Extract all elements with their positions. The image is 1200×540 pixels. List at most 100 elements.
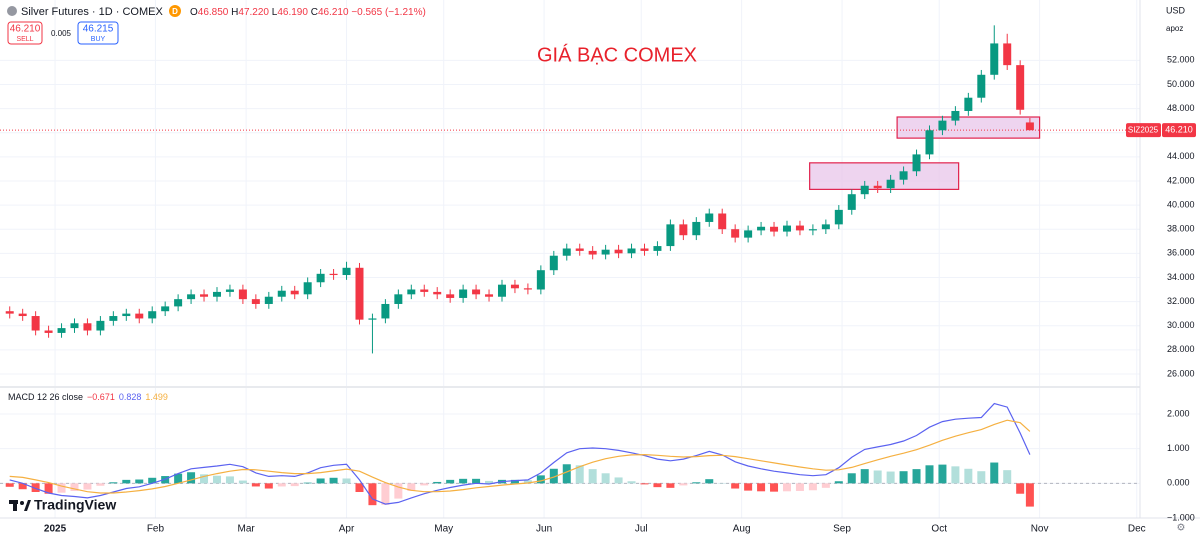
histogram-bar [148, 477, 157, 484]
histogram-bar [446, 479, 455, 484]
y-tick-label: −1.000 [1167, 512, 1195, 522]
symbol-title[interactable]: Silver Futures · 1D · COMEX [21, 6, 163, 18]
candle-body [70, 323, 79, 329]
symbol-icon [7, 6, 17, 16]
x-tick-label: May [434, 524, 453, 535]
x-tick-label: Jun [536, 524, 552, 535]
annotation: GIÁ BẠC COMEX [537, 43, 697, 66]
y-tick-label: 48.000 [1167, 103, 1195, 113]
histogram-bar [731, 483, 740, 489]
candle-body [679, 224, 688, 236]
candle-body [860, 185, 869, 195]
logo-text: TradingView [34, 497, 116, 513]
candle-body [459, 289, 468, 298]
candle-body [187, 294, 196, 300]
histogram-bar [57, 483, 66, 493]
candle-body [757, 226, 766, 231]
x-tick-label: Dec [1128, 524, 1146, 535]
histogram-bar [899, 471, 908, 484]
candle-body [951, 110, 960, 121]
buy-label: BUY [91, 36, 106, 43]
ohlc-value: 47.220 [238, 7, 269, 18]
histogram-bar [394, 483, 403, 499]
candle-body [1016, 65, 1025, 110]
histogram-bar [795, 483, 804, 491]
candle-body [510, 284, 519, 289]
buy-button[interactable] [77, 21, 119, 45]
histogram-bar [18, 483, 27, 490]
candle-body [18, 313, 27, 317]
x-tick-label: Jul [635, 524, 648, 535]
candle-body [57, 328, 66, 333]
settings-icon[interactable]: ⚙ [1177, 523, 1186, 534]
candle-body [433, 291, 442, 295]
y-tick-label: 1.000 [1167, 443, 1190, 453]
histogram-bar [757, 483, 766, 492]
x-tick-label: Mar [238, 524, 256, 535]
histogram-bar [5, 483, 14, 487]
histogram-bar [1016, 483, 1025, 494]
candle-body [5, 311, 14, 314]
x-tick-label: 2025 [44, 524, 67, 535]
histogram-bar [925, 465, 934, 484]
histogram-bar [562, 464, 571, 484]
candle-body [718, 213, 727, 230]
histogram-bar [433, 481, 442, 484]
candle-body [795, 225, 804, 231]
candle-body [355, 267, 364, 320]
sell-button[interactable] [7, 21, 43, 45]
scale-menu[interactable]: apoz [1166, 24, 1183, 33]
candle-body [938, 120, 947, 131]
currency[interactable]: USD [1166, 5, 1186, 15]
histogram-bar [187, 472, 196, 484]
histogram-bar [70, 483, 79, 491]
histogram-bar [83, 483, 92, 490]
histogram-bar [277, 483, 286, 487]
candle-body [834, 209, 843, 225]
x-tick-label: Aug [733, 524, 751, 535]
candle-body [886, 179, 895, 189]
y-tick-label: 36.000 [1167, 248, 1195, 258]
histogram-bar [860, 469, 869, 484]
y-tick-label: 30.000 [1167, 320, 1195, 330]
histogram-bar [782, 483, 791, 492]
badge: D [172, 7, 178, 16]
y-tick-label: 0.000 [1167, 478, 1190, 488]
candle-body [251, 299, 260, 304]
histogram-bar [459, 478, 468, 484]
candle-body [990, 43, 999, 75]
macd-line [9, 402, 1031, 505]
sell-label: SELL [16, 36, 33, 43]
y-tick-label: 52.000 [1167, 55, 1195, 65]
histogram-bar [770, 483, 779, 492]
candle-body [316, 273, 325, 283]
candle-body [161, 306, 170, 312]
y-tick-label: 44.000 [1167, 151, 1195, 161]
candle-body [44, 330, 53, 333]
logo: TradingView [9, 497, 116, 513]
histogram-bar [329, 477, 338, 484]
candle-body [264, 296, 273, 304]
histogram-bar [510, 479, 519, 484]
ohlc-value: 46.850 [198, 7, 229, 18]
histogram-bar [601, 473, 610, 484]
ohlc-label: C [311, 7, 318, 18]
sell-price: 46.210 [10, 24, 41, 35]
histogram-bar [407, 483, 416, 491]
histogram-bar [290, 483, 299, 487]
histogram-bar [640, 483, 649, 485]
candle-body [342, 267, 351, 276]
candle-body [873, 185, 882, 189]
candle-body [575, 248, 584, 251]
candle-body [109, 316, 118, 321]
candle-body [744, 230, 753, 238]
candle-body [523, 288, 532, 290]
histogram-bar [666, 483, 675, 488]
candle-body [122, 313, 131, 317]
candle-body [964, 97, 973, 111]
histogram-bar [977, 471, 986, 484]
ohlc-value: 46.210 [318, 7, 349, 18]
histogram-bar [303, 482, 312, 484]
